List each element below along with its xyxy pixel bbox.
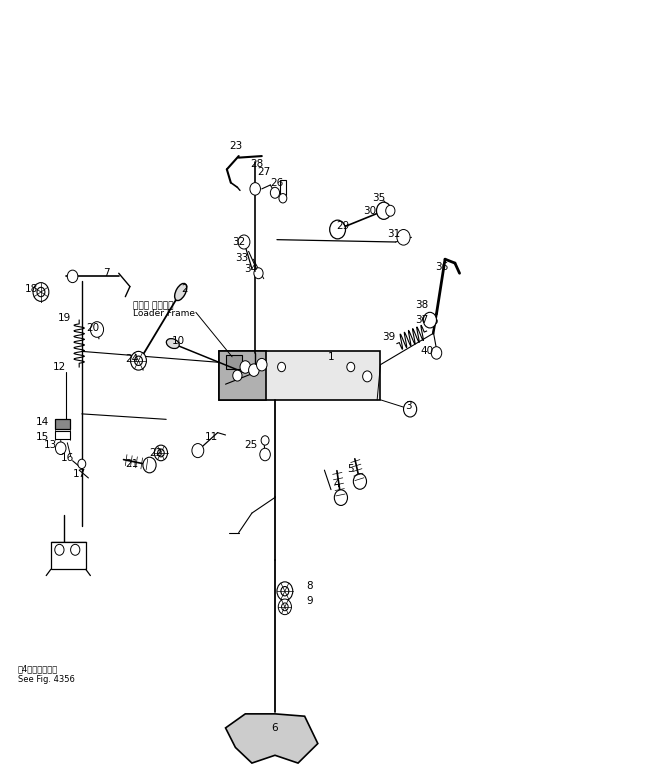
Text: 29: 29	[336, 221, 350, 231]
Circle shape	[71, 544, 80, 555]
Text: 26: 26	[270, 178, 283, 187]
Text: 15: 15	[36, 432, 50, 442]
Circle shape	[192, 444, 204, 458]
Circle shape	[386, 205, 395, 216]
Text: 17: 17	[73, 469, 86, 479]
Circle shape	[423, 312, 436, 328]
Circle shape	[238, 235, 250, 249]
Circle shape	[68, 270, 78, 282]
Circle shape	[354, 474, 367, 489]
Text: 35: 35	[372, 194, 385, 203]
Circle shape	[404, 401, 416, 417]
Text: 18: 18	[24, 284, 38, 294]
Text: 13: 13	[44, 440, 58, 450]
Circle shape	[281, 586, 289, 596]
Text: 14: 14	[36, 416, 50, 426]
Circle shape	[261, 436, 269, 445]
Circle shape	[249, 364, 259, 376]
Circle shape	[78, 459, 86, 469]
Text: 21: 21	[125, 459, 138, 469]
Circle shape	[363, 371, 372, 382]
Circle shape	[254, 268, 263, 279]
Ellipse shape	[423, 315, 437, 325]
Circle shape	[250, 183, 260, 195]
Bar	[56, 431, 70, 439]
Circle shape	[55, 544, 64, 555]
Circle shape	[134, 356, 142, 365]
Circle shape	[431, 347, 442, 359]
Circle shape	[330, 220, 346, 239]
Ellipse shape	[166, 339, 179, 349]
Text: 4: 4	[333, 479, 340, 489]
Text: ローダ フレーム: ローダ フレーム	[133, 301, 173, 310]
Text: 24: 24	[125, 354, 138, 365]
Circle shape	[240, 361, 251, 373]
Circle shape	[33, 282, 49, 301]
Circle shape	[281, 603, 288, 611]
Circle shape	[143, 457, 156, 473]
Text: 3: 3	[406, 401, 412, 411]
Text: 1: 1	[328, 352, 334, 362]
Text: 9: 9	[307, 597, 313, 606]
Text: 37: 37	[415, 315, 428, 325]
Bar	[219, 351, 381, 400]
Text: 30: 30	[363, 205, 376, 216]
Ellipse shape	[175, 283, 187, 300]
Circle shape	[334, 490, 348, 506]
Circle shape	[256, 358, 267, 371]
Text: 7: 7	[103, 268, 110, 278]
Circle shape	[277, 362, 285, 372]
Bar	[219, 351, 266, 400]
Text: 38: 38	[415, 299, 428, 310]
Text: 8: 8	[307, 581, 313, 590]
Circle shape	[158, 449, 164, 457]
Text: 19: 19	[58, 313, 71, 323]
Text: See Fig. 4356: See Fig. 4356	[18, 675, 75, 684]
Text: 31: 31	[387, 229, 401, 239]
Bar	[56, 419, 70, 429]
Text: 5: 5	[348, 463, 354, 474]
Circle shape	[91, 321, 103, 337]
Bar	[226, 354, 242, 368]
Polygon shape	[226, 714, 318, 763]
Text: 23: 23	[229, 141, 242, 151]
Text: 10: 10	[171, 336, 185, 347]
Text: 2: 2	[181, 284, 188, 294]
Text: 20: 20	[86, 323, 99, 333]
Text: 27: 27	[257, 167, 270, 176]
Text: 11: 11	[205, 432, 218, 442]
Text: 16: 16	[61, 453, 74, 463]
Text: 12: 12	[53, 362, 66, 372]
Text: 34: 34	[244, 263, 258, 274]
Bar	[51, 542, 86, 569]
Bar	[279, 180, 286, 195]
Text: 33: 33	[236, 252, 249, 263]
Circle shape	[154, 445, 167, 461]
Circle shape	[278, 599, 291, 615]
Text: 25: 25	[244, 440, 258, 450]
Circle shape	[37, 287, 45, 296]
Text: 図4３５６図参照: 図4３５６図参照	[18, 664, 58, 673]
Text: 39: 39	[383, 332, 396, 343]
Text: Loader Frame: Loader Frame	[133, 309, 195, 318]
Circle shape	[347, 362, 355, 372]
Text: 32: 32	[232, 237, 246, 247]
Circle shape	[277, 582, 293, 601]
Circle shape	[397, 230, 410, 245]
Text: 28: 28	[250, 159, 263, 169]
Circle shape	[279, 194, 287, 203]
Circle shape	[56, 442, 66, 455]
Circle shape	[270, 187, 279, 198]
Circle shape	[260, 448, 270, 461]
Text: 40: 40	[420, 347, 433, 357]
Text: 6: 6	[271, 723, 278, 733]
Circle shape	[377, 202, 391, 220]
Text: 36: 36	[435, 262, 448, 272]
Text: 22: 22	[150, 448, 163, 458]
Circle shape	[233, 370, 242, 381]
Circle shape	[130, 351, 146, 370]
